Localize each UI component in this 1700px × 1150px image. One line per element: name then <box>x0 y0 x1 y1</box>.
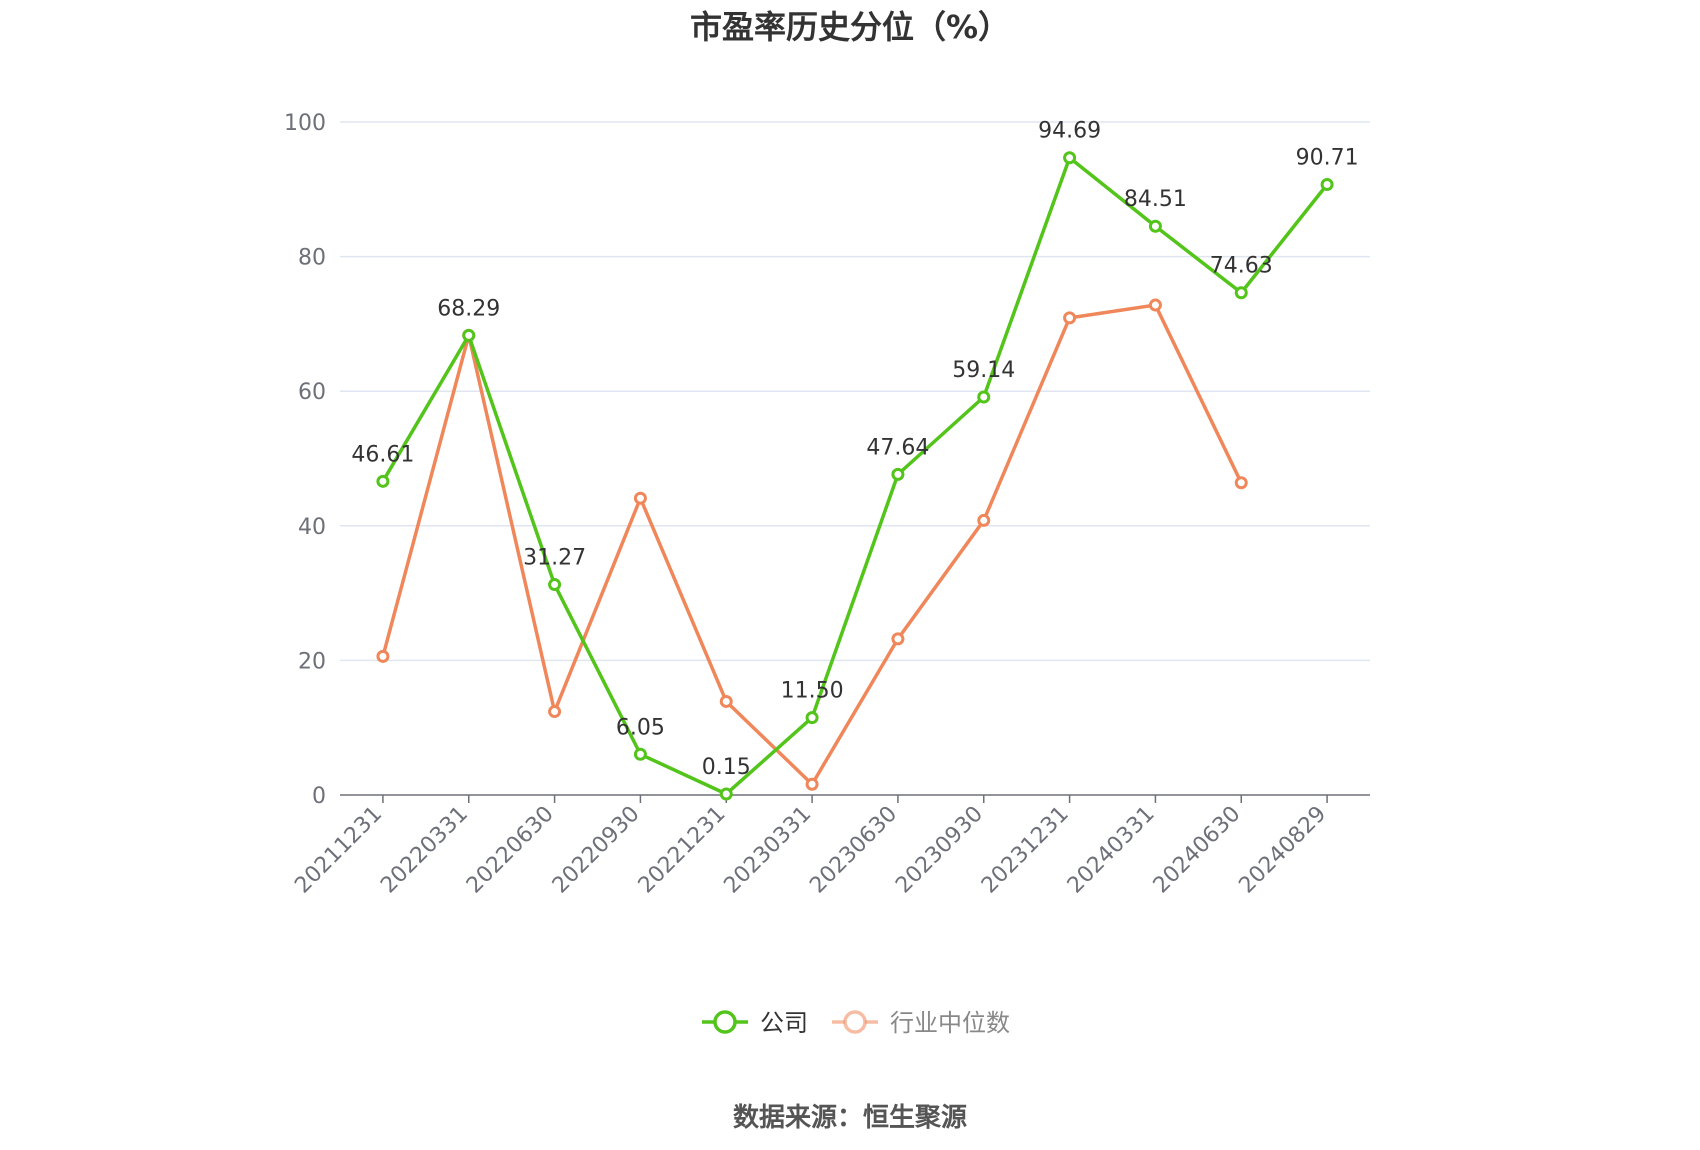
data-point[interactable] <box>1320 178 1334 192</box>
data-point[interactable] <box>548 578 562 592</box>
y-tick-label: 100 <box>284 111 326 136</box>
data-point[interactable] <box>1234 476 1248 490</box>
data-label: 11.50 <box>781 679 844 704</box>
data-point[interactable] <box>1063 151 1077 165</box>
data-label: 6.05 <box>616 715 665 740</box>
legend-label[interactable]: 公司 <box>760 1009 808 1037</box>
data-label: 68.29 <box>437 296 500 321</box>
data-point[interactable] <box>462 328 476 342</box>
data-point[interactable] <box>376 474 390 488</box>
data-point[interactable] <box>891 632 905 646</box>
data-point[interactable] <box>805 711 819 725</box>
legend-label[interactable]: 行业中位数 <box>890 1009 1010 1037</box>
data-label: 46.61 <box>351 442 414 467</box>
data-point[interactable] <box>977 390 991 404</box>
axes: 0204060801002021123120220331202206302022… <box>284 111 1370 898</box>
data-point[interactable] <box>633 747 647 761</box>
data-point[interactable] <box>1148 219 1162 233</box>
data-point[interactable] <box>719 694 733 708</box>
y-tick-label: 20 <box>298 649 326 674</box>
data-point[interactable] <box>1148 298 1162 312</box>
x-tick-label: 20231231 <box>977 802 1074 899</box>
x-tick-label: 20230930 <box>891 802 988 899</box>
y-tick-label: 80 <box>298 246 326 271</box>
data-point[interactable] <box>548 705 562 719</box>
data-label: 84.51 <box>1124 187 1187 212</box>
data-point[interactable] <box>376 649 390 663</box>
x-tick-label: 20220630 <box>462 802 559 899</box>
data-point[interactable] <box>1063 311 1077 325</box>
data-point[interactable] <box>719 787 733 801</box>
data-point[interactable] <box>977 513 991 527</box>
x-tick-label: 20221231 <box>634 802 731 899</box>
data-point[interactable] <box>891 467 905 481</box>
data-label: 74.63 <box>1210 254 1273 279</box>
chart-title: 市盈率历史分位（%） <box>690 8 1010 46</box>
y-tick-label: 0 <box>312 784 326 809</box>
y-tick-label: 40 <box>298 515 326 540</box>
grid-lines <box>340 121 1370 662</box>
data-label: 47.64 <box>866 435 929 460</box>
data-label: 59.14 <box>952 358 1015 383</box>
data-labels: 46.61 68.29 31.27 6.05 0.15 11.50 47.64 59.14 94… <box>351 119 1358 780</box>
data-label: 90.71 <box>1296 146 1359 171</box>
data-point[interactable] <box>633 491 647 505</box>
x-tick-label: 20240829 <box>1234 802 1331 899</box>
x-tick-label: 20240331 <box>1063 802 1160 899</box>
legend[interactable]: 公司 行业中位数 <box>702 1009 1010 1037</box>
x-tick-label: 20240630 <box>1149 802 1246 899</box>
y-tick-label: 60 <box>298 380 326 405</box>
x-tick-label: 20211231 <box>290 802 387 899</box>
x-tick-label: 20220930 <box>548 802 645 899</box>
x-tick-label: 20220331 <box>376 802 473 899</box>
series <box>376 151 1334 801</box>
data-point[interactable] <box>1234 286 1248 300</box>
data-label: 0.15 <box>702 755 751 780</box>
data-label: 94.69 <box>1038 119 1101 144</box>
source-note: 数据来源：恒生聚源 <box>733 1103 967 1133</box>
x-tick-label: 20230630 <box>805 802 902 899</box>
legend-marker[interactable] <box>843 1010 867 1034</box>
data-point[interactable] <box>805 777 819 791</box>
series-line-0 <box>381 155 1329 796</box>
legend-marker[interactable] <box>713 1010 737 1034</box>
x-tick-label: 20230331 <box>719 802 816 899</box>
data-label: 31.27 <box>523 546 586 571</box>
